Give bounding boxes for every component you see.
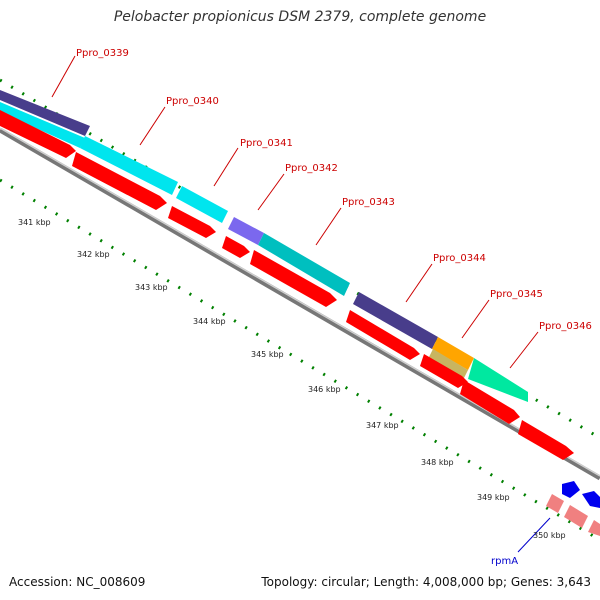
gene-feature[interactable] — [0, 102, 85, 148]
forward-genes — [0, 90, 528, 402]
gene-label-leaders — [51, 55, 539, 369]
reverse-genes — [0, 110, 600, 536]
gene-feature[interactable] — [564, 505, 588, 528]
inner-tick-ring — [0, 178, 600, 542]
tick-label: 349 kbp — [477, 493, 510, 502]
tick-label: 347 kbp — [366, 421, 399, 430]
gene-feature[interactable] — [460, 380, 520, 424]
tick-label: 348 kbp — [421, 458, 454, 467]
gene-label[interactable]: Ppro_0343 — [342, 197, 395, 208]
gene-feature[interactable] — [546, 494, 564, 513]
gene-feature[interactable] — [176, 186, 228, 223]
gene-feature[interactable] — [0, 90, 90, 136]
tick-label: 343 kbp — [135, 283, 168, 292]
tick-label: 344 kbp — [193, 317, 226, 326]
tick-label: 350 kbp — [533, 531, 566, 540]
accession-text: Accession: NC_008609 — [9, 575, 146, 589]
gene-label[interactable]: Ppro_0339 — [76, 48, 129, 59]
gene-feature[interactable] — [258, 233, 350, 296]
rpma-feature[interactable] — [582, 491, 600, 508]
tick-label: 341 kbp — [18, 218, 51, 227]
map-title: Pelobacter propionicus DSM 2379, complet… — [113, 9, 487, 25]
gene-feature[interactable] — [222, 236, 250, 258]
backbone-line — [0, 127, 600, 481]
rpma-leader — [517, 517, 551, 553]
gene-feature[interactable] — [432, 337, 474, 370]
gene-feature[interactable] — [168, 206, 216, 238]
gene-feature[interactable] — [346, 310, 420, 360]
gene-feature[interactable] — [353, 292, 438, 349]
gene-feature[interactable] — [72, 152, 167, 210]
gene-feature[interactable] — [588, 520, 600, 536]
gene-label[interactable]: Ppro_0342 — [285, 163, 338, 174]
tick-label: 345 kbp — [251, 350, 284, 359]
gene-label[interactable]: Ppro_0344 — [433, 253, 486, 264]
tick-label: 342 kbp — [77, 250, 110, 259]
gene-feature[interactable] — [80, 136, 178, 195]
gene-label[interactable]: Ppro_0346 — [539, 321, 592, 332]
gene-label[interactable]: Ppro_0340 — [166, 96, 219, 107]
gene-feature[interactable] — [0, 110, 76, 158]
rpma-feature[interactable] — [562, 481, 580, 498]
genome-summary-text: Topology: circular; Length: 4,008,000 bp… — [261, 575, 591, 589]
gene-label[interactable]: Ppro_0341 — [240, 138, 293, 149]
gene-feature[interactable] — [250, 250, 337, 307]
gene-feature[interactable] — [468, 358, 528, 402]
gene-feature[interactable] — [518, 420, 574, 460]
gene-feature[interactable] — [228, 217, 264, 245]
rpma-label[interactable]: rpmA — [491, 556, 518, 567]
gene-feature[interactable] — [420, 354, 468, 388]
gene-label[interactable]: Ppro_0345 — [490, 289, 543, 300]
tick-label: 346 kbp — [308, 385, 341, 394]
